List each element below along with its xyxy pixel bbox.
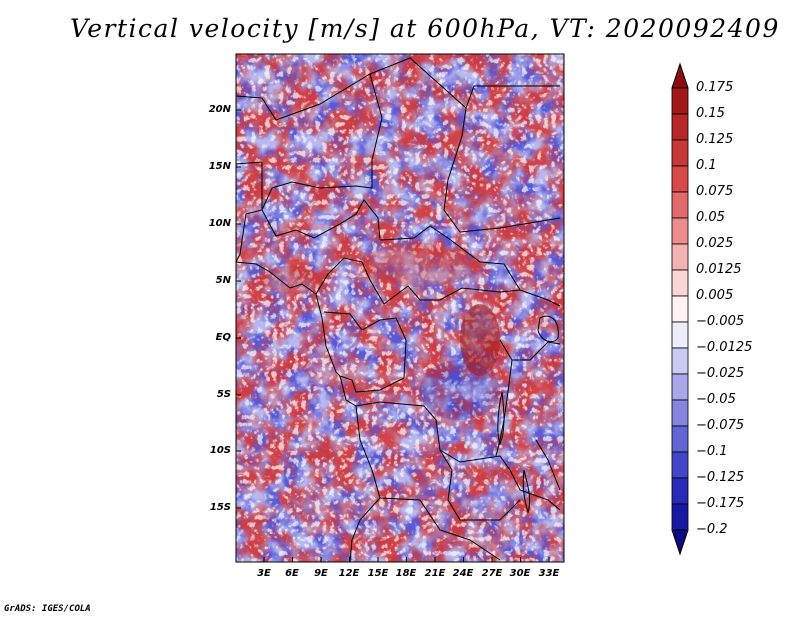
colorbar-label-11: −0.025: [696, 366, 745, 381]
lon-label-12e: 12E: [338, 568, 360, 579]
lat-label-10n: 10N: [208, 218, 231, 229]
colorbar-label-17: −0.2: [696, 522, 728, 537]
lon-label-18e: 18E: [395, 568, 417, 579]
map-frame: [235, 53, 565, 563]
lon-label-27e: 27E: [481, 568, 503, 579]
colorbar-label-9: −0.005: [696, 314, 745, 329]
colorbar-label-0: 0.175: [696, 80, 734, 95]
colorbar: [671, 62, 689, 556]
colorbar-cell: [671, 269, 689, 297]
grads-credit: GrADS: IGES/COLA: [4, 604, 91, 614]
colorbar-cell: [671, 113, 689, 141]
lon-label-9e: 9E: [314, 568, 328, 579]
colorbar-label-4: 0.075: [696, 184, 734, 199]
colorbar-max-arrow: [671, 62, 689, 89]
lat-label-15s: 15S: [209, 502, 231, 513]
map-field: [236, 54, 564, 562]
lakes: [497, 315, 559, 514]
colorbar-cell: [671, 425, 689, 453]
colorbar-cell: [671, 347, 689, 375]
colorbar-label-8: 0.005: [696, 288, 734, 303]
colorbar-label-10: −0.0125: [696, 340, 753, 355]
colorbar-cell: [671, 139, 689, 167]
lat-label-5s: 5S: [216, 389, 231, 400]
colorbar-cell: [671, 87, 689, 115]
colorbar-cell: [671, 451, 689, 479]
colorbar-cell: [671, 503, 689, 531]
colorbar-cell: [671, 321, 689, 349]
colorbar-label-15: −0.125: [696, 470, 745, 485]
lat-label-10s: 10S: [209, 445, 231, 456]
lon-label-15e: 15E: [367, 568, 389, 579]
axis-ticks: [236, 109, 550, 562]
lat-label-20n: 20N: [208, 104, 231, 115]
lat-label-15n: 15N: [208, 161, 231, 172]
colorbar-min-arrow: [671, 529, 689, 556]
lon-label-3e: 3E: [257, 568, 271, 579]
colorbar-label-12: −0.05: [696, 392, 736, 407]
colorbar-cell: [671, 295, 689, 323]
lat-label-eq: EQ: [215, 332, 231, 343]
colorbar-cell: [671, 399, 689, 427]
colorbar-label-3: 0.1: [696, 158, 717, 173]
colorbar-cell: [671, 373, 689, 401]
lon-label-33e: 33E: [538, 568, 560, 579]
lon-label-6e: 6E: [285, 568, 299, 579]
colorbar-label-2: 0.125: [696, 132, 734, 147]
colorbar-label-16: −0.175: [696, 496, 745, 511]
colorbar-cell: [671, 243, 689, 271]
colorbar-cell: [671, 217, 689, 245]
colorbar-label-14: −0.1: [696, 444, 728, 459]
colorbar-cell: [671, 477, 689, 505]
colorbar-label-5: 0.05: [696, 210, 725, 225]
colorbar-label-6: 0.025: [696, 236, 734, 251]
map-title: Vertical velocity [m/s] at 600hPa, VT: 2…: [70, 14, 780, 43]
colorbar-label-7: 0.0125: [696, 262, 742, 277]
colorbar-label-13: −0.075: [696, 418, 745, 433]
colorbar-label-1: 0.15: [696, 106, 725, 121]
lat-label-5n: 5N: [215, 275, 231, 286]
lon-label-21e: 21E: [424, 568, 446, 579]
colorbar-cell: [671, 165, 689, 193]
lon-label-30e: 30E: [509, 568, 531, 579]
colorbar-cell: [671, 191, 689, 219]
lon-label-24e: 24E: [452, 568, 474, 579]
